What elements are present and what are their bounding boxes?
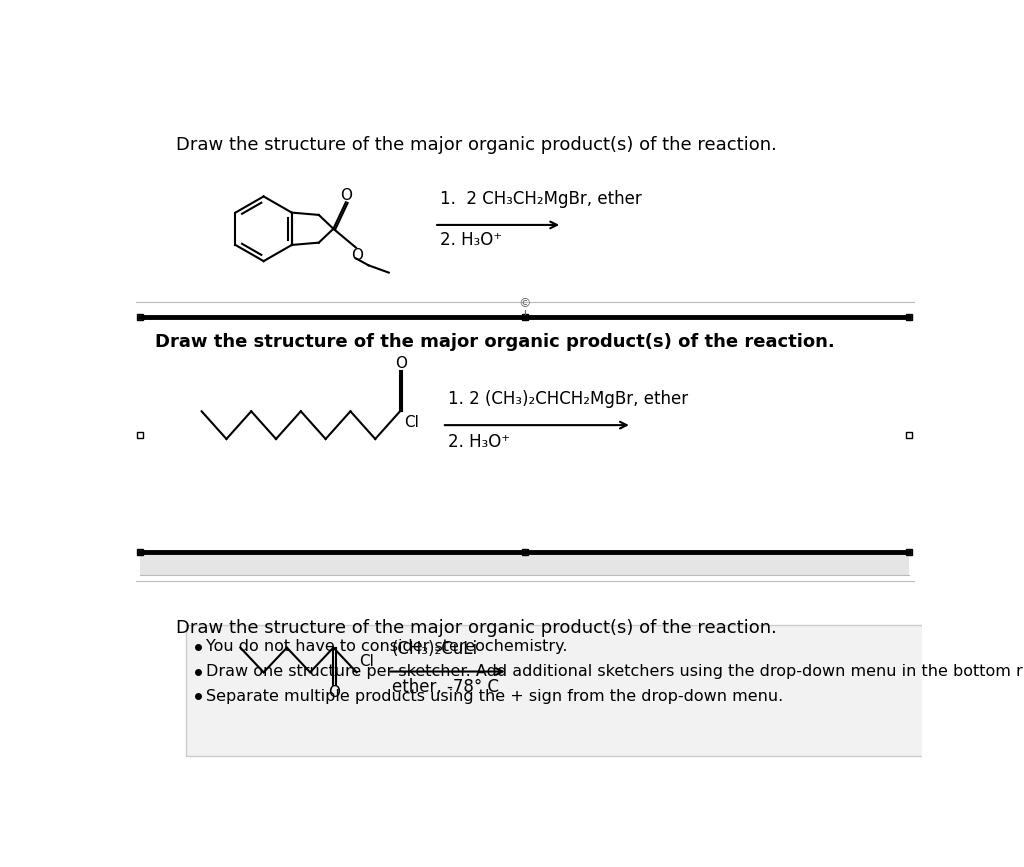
Text: Separate multiple products using the + sign from the drop-down menu.: Separate multiple products using the + s… <box>206 688 782 704</box>
Text: 2. H₃O⁺: 2. H₃O⁺ <box>449 433 510 451</box>
Text: 1.  2 CH₃CH₂MgBr, ether: 1. 2 CH₃CH₂MgBr, ether <box>440 190 642 208</box>
Text: 2. H₃O⁺: 2. H₃O⁺ <box>440 231 503 249</box>
Text: Draw the structure of the major organic product(s) of the reaction.: Draw the structure of the major organic … <box>176 619 777 637</box>
Bar <box>136 549 142 555</box>
Bar <box>139 551 909 576</box>
Bar <box>521 314 528 321</box>
Text: 1. 2 (CH₃)₂CHCH₂MgBr, ether: 1. 2 (CH₃)₂CHCH₂MgBr, ether <box>449 390 688 408</box>
Text: You do not have to consider stereochemistry.: You do not have to consider stereochemis… <box>206 639 567 655</box>
Text: Cl: Cl <box>359 654 374 669</box>
Bar <box>136 314 142 321</box>
Text: O: O <box>350 248 362 263</box>
Text: (CH₃)₂CuLi: (CH₃)₂CuLi <box>391 640 477 658</box>
Text: O: O <box>395 356 407 371</box>
Bar <box>906 314 912 321</box>
Text: Draw one structure per sketcher. Add additional sketchers using the drop-down me: Draw one structure per sketcher. Add add… <box>206 664 1024 679</box>
Text: ether, -78° C: ether, -78° C <box>391 678 499 695</box>
Text: Draw the structure of the major organic product(s) of the reaction.: Draw the structure of the major organic … <box>155 333 835 351</box>
Bar <box>906 432 912 438</box>
Bar <box>186 625 930 756</box>
Text: Draw the structure of the major organic product(s) of the reaction.: Draw the structure of the major organic … <box>176 136 777 154</box>
Text: ©: © <box>518 297 531 310</box>
Bar <box>521 549 528 555</box>
Bar <box>136 432 142 438</box>
Bar <box>906 549 912 555</box>
Text: O: O <box>341 188 352 203</box>
Text: Cl: Cl <box>403 414 419 429</box>
Text: O: O <box>328 685 340 700</box>
